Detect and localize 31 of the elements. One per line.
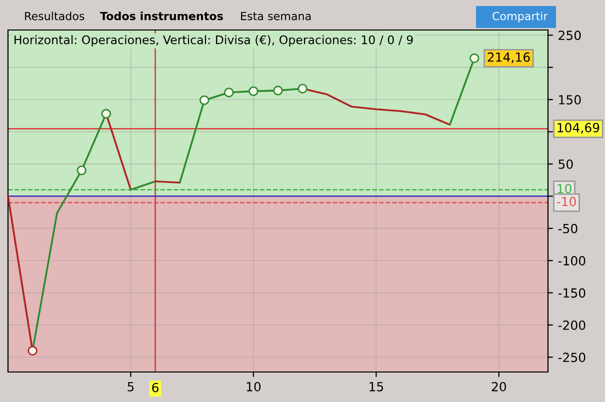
y-tick-label: -200 <box>558 320 586 330</box>
y-tick-label: 150 <box>559 95 581 104</box>
point <box>28 346 38 356</box>
text: Esta semana <box>241 12 311 20</box>
point <box>470 53 480 64</box>
text: Resultados <box>25 12 84 20</box>
y-tick-label: -50 <box>558 224 578 234</box>
x-tick-label: 15 <box>370 382 384 392</box>
ref-line-label: -10 <box>556 196 576 206</box>
point <box>76 166 86 176</box>
point <box>101 108 112 119</box>
point <box>248 86 258 96</box>
ref-line-label: 6 <box>152 382 158 392</box>
point <box>224 88 234 98</box>
y-tick-label: -100 <box>558 256 586 266</box>
point <box>200 95 210 106</box>
point <box>298 84 308 94</box>
data-label: 214,16 <box>488 52 530 64</box>
ref-line-label: 10 <box>558 184 572 194</box>
x-tick-label: 5 <box>128 382 134 392</box>
ref-line-label: 104,69 <box>558 122 600 134</box>
point <box>273 86 283 96</box>
text: Compartir <box>492 12 548 22</box>
text: Todos instrumentos <box>100 12 223 20</box>
y-tick-label: -150 <box>558 288 586 298</box>
y-tick-label: 50 <box>558 159 573 169</box>
y-tick-label: -250 <box>558 352 586 362</box>
x-tick-label: 20 <box>492 382 506 392</box>
y-tick-label: 250 <box>558 30 581 40</box>
chart-title: Horizontal: Operaciones, Vertical: Divisa (€), Operaciones: 10 / 0 / 9 <box>14 35 413 47</box>
x-tick-label: 10 <box>246 382 261 392</box>
